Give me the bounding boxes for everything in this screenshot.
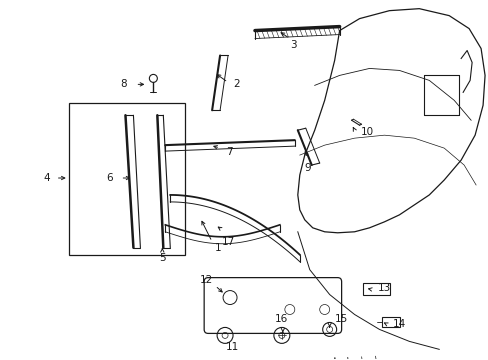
Text: 6: 6 bbox=[106, 173, 113, 183]
Text: 12: 12 bbox=[199, 275, 212, 285]
Bar bbox=[68, 103, 185, 255]
Text: 1: 1 bbox=[214, 243, 221, 253]
Text: 16: 16 bbox=[275, 314, 288, 324]
Text: 3: 3 bbox=[290, 40, 297, 50]
Text: 14: 14 bbox=[392, 319, 405, 329]
Text: 5: 5 bbox=[159, 253, 165, 263]
Bar bbox=[362, 283, 389, 294]
Text: 2: 2 bbox=[233, 79, 240, 89]
Text: 15: 15 bbox=[334, 314, 347, 324]
Text: 13: 13 bbox=[377, 283, 390, 293]
Text: 11: 11 bbox=[225, 342, 238, 352]
Bar bbox=[382, 318, 400, 328]
Text: 10: 10 bbox=[360, 127, 373, 137]
Text: 7: 7 bbox=[225, 147, 232, 157]
Text: 8: 8 bbox=[120, 79, 126, 89]
Text: 17: 17 bbox=[221, 237, 234, 247]
Text: 4: 4 bbox=[43, 173, 50, 183]
Text: 9: 9 bbox=[304, 163, 310, 173]
